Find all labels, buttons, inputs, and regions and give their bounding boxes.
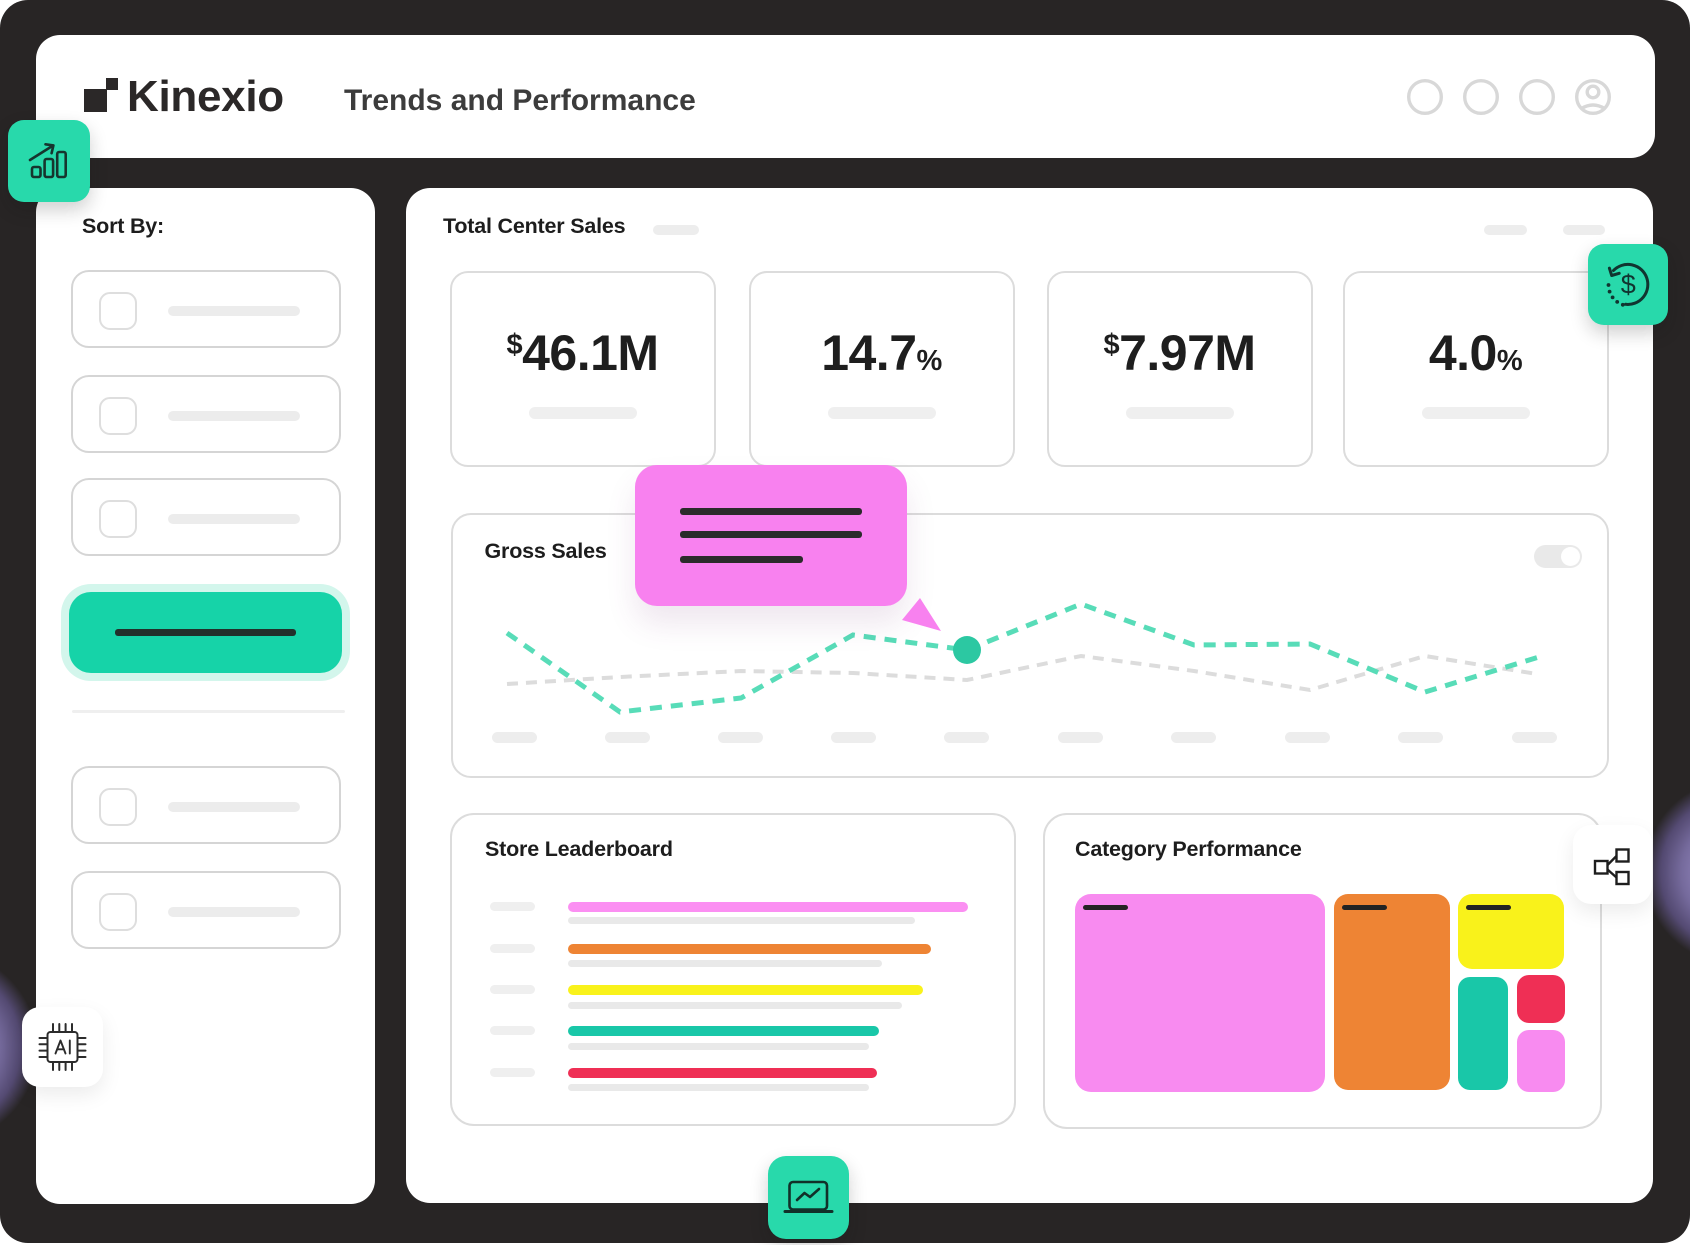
svg-text:$: $ — [1621, 270, 1636, 300]
